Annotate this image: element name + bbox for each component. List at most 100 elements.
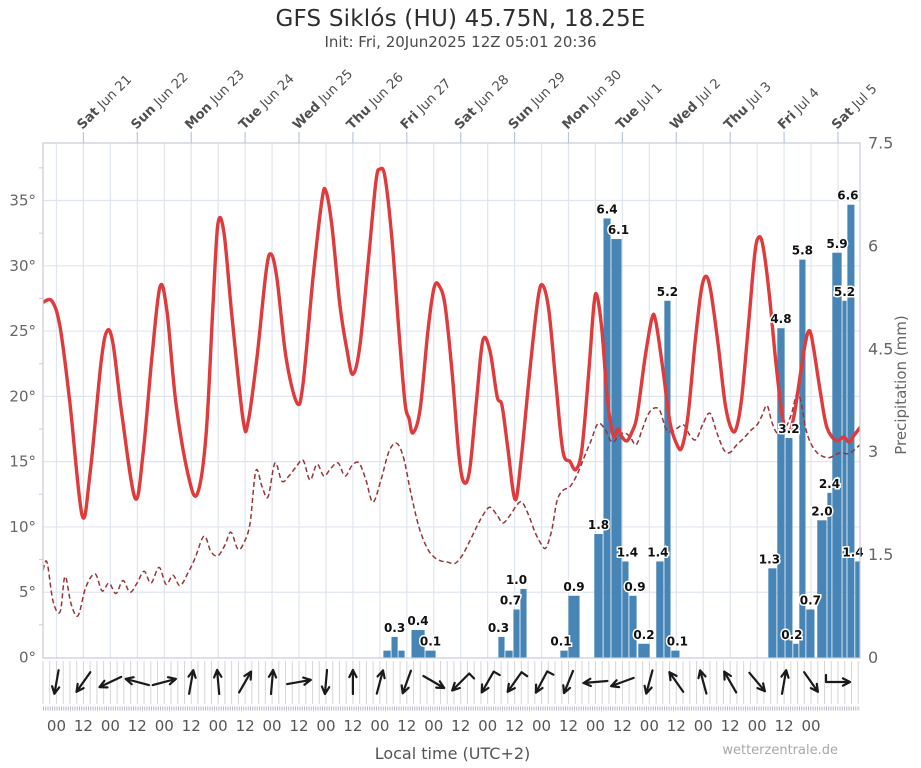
time-tick-label: 12: [613, 717, 632, 735]
day-label: Sun Jun 22: [129, 70, 192, 133]
chart-subtitle: Init: Fri, 20Jun2025 12Z 05:01 20:36: [324, 33, 597, 51]
wind-arrow: [582, 677, 609, 688]
bar-value-label: 1.8: [588, 518, 609, 532]
wind-arrow: [151, 676, 177, 687]
wind-arrow: [238, 670, 253, 694]
wind-arrow: [610, 676, 635, 689]
bar-value-label: 6.4: [596, 202, 617, 216]
bar-value-label: 0.4: [407, 614, 428, 628]
time-tick-label: 12: [721, 717, 740, 735]
wind-arrow: [267, 668, 278, 696]
plot-border: [42, 142, 861, 659]
wind-arrow: [98, 675, 123, 689]
precip-bar: [855, 561, 860, 658]
day-label: Tue Jun 24: [236, 72, 297, 133]
bar-value-label: 1.4: [617, 545, 638, 559]
precip-bars: [383, 204, 860, 658]
time-tick-label: 00: [316, 717, 335, 735]
bar-value-label: 2.4: [819, 477, 840, 491]
temp-tick-label: 25°: [9, 322, 36, 340]
precip-bar: [611, 239, 622, 658]
time-tick-label: 00: [209, 717, 228, 735]
time-tick-label: 12: [128, 717, 147, 735]
precip-bar: [629, 595, 637, 658]
dashed-temp-curve: [43, 392, 860, 618]
time-tick-label: 12: [343, 717, 362, 735]
temperature-curve: [43, 166, 860, 520]
precip-bar: [411, 630, 425, 658]
wind-arrow: [422, 674, 446, 690]
precip-bar: [398, 650, 405, 658]
time-tick-label: 12: [182, 717, 201, 735]
precip-bar: [425, 650, 436, 658]
wind-arrow: [780, 669, 790, 695]
temp-axis-labels: 0° 5° 10° 15° 20° 25° 30° 35°: [9, 192, 36, 667]
temp-tick-label: 5°: [19, 583, 36, 601]
time-tick-label: 00: [801, 717, 820, 735]
precip-tick-label: 3: [868, 442, 878, 461]
bar-value-label: 0.3: [488, 621, 509, 635]
time-tick-label: 00: [424, 717, 443, 735]
wind-arrow: [348, 668, 358, 696]
precip-bar: [827, 492, 832, 658]
time-tick-label: 12: [559, 717, 578, 735]
time-tick-label: 12: [236, 717, 255, 735]
time-tick-label: 12: [451, 717, 470, 735]
time-tick-label: 00: [532, 717, 551, 735]
precip-tick-label: 1.5: [868, 545, 893, 564]
bar-value-label: 0.9: [624, 580, 645, 594]
wind-arrow: [534, 670, 555, 694]
wind-arrow: [75, 671, 92, 693]
bar-value-label: 0.9: [563, 580, 584, 594]
wind-arrows: [51, 668, 852, 696]
bar-value-label: 0.3: [384, 621, 405, 635]
chart-title: GFS Siklós (HU) 45.75N, 18.25E: [275, 6, 646, 32]
temp-tick-label: 30°: [9, 257, 36, 275]
wind-arrow: [668, 671, 685, 693]
precip-bar: [847, 204, 855, 658]
precip-bar: [391, 636, 398, 658]
time-tick-label: 00: [47, 717, 66, 735]
time-tick-label: 12: [397, 717, 416, 735]
bar-value-labels: 0.3 0.40.10.30.71.00.10.91.86.46.11.40.90…: [382, 187, 865, 650]
wind-arrow: [697, 669, 708, 695]
time-tick-label: 00: [155, 717, 174, 735]
temp-tick-label: 35°: [9, 192, 36, 210]
temp-minor-ticks: [39, 167, 43, 626]
precip-bar: [603, 218, 611, 658]
day-label: Sat Jun 21: [75, 72, 135, 132]
temp-tick-label: 15°: [9, 453, 36, 471]
time-tick-label: 00: [640, 717, 659, 735]
time-tick-label: 12: [775, 717, 794, 735]
bar-value-label: 0.1: [420, 635, 441, 649]
day-label: Fri Jun 27: [398, 76, 455, 133]
bar-value-label: 0.7: [500, 593, 521, 607]
wind-arrow: [562, 669, 575, 695]
wind-arrow: [824, 673, 852, 687]
bar-value-label: 0.2: [781, 628, 802, 642]
wind-arrow: [400, 669, 412, 695]
time-tick-label: 00: [478, 717, 497, 735]
time-tick-label: 00: [101, 717, 120, 735]
precip-bar: [671, 650, 680, 658]
wind-arrow: [187, 669, 197, 695]
bar-value-label: 5.8: [792, 244, 813, 258]
bar-value-label: 0.1: [667, 635, 688, 649]
precip-tick-label: 7.5: [868, 134, 893, 153]
precip-bar: [568, 595, 580, 658]
time-tick-label: 12: [505, 717, 524, 735]
wind-arrow: [213, 668, 223, 696]
bar-value-label: 1.3: [759, 552, 780, 566]
time-tick-label: 00: [263, 717, 282, 735]
day-label: Thu Jul 3: [721, 79, 774, 132]
precip-bar: [638, 643, 650, 658]
precip-bar: [664, 300, 671, 658]
precip-bar: [513, 609, 520, 658]
precip-bar: [799, 259, 806, 658]
wind-arrow: [320, 668, 331, 696]
precip-bar: [832, 252, 842, 658]
time-tick-label: 00: [370, 717, 389, 735]
